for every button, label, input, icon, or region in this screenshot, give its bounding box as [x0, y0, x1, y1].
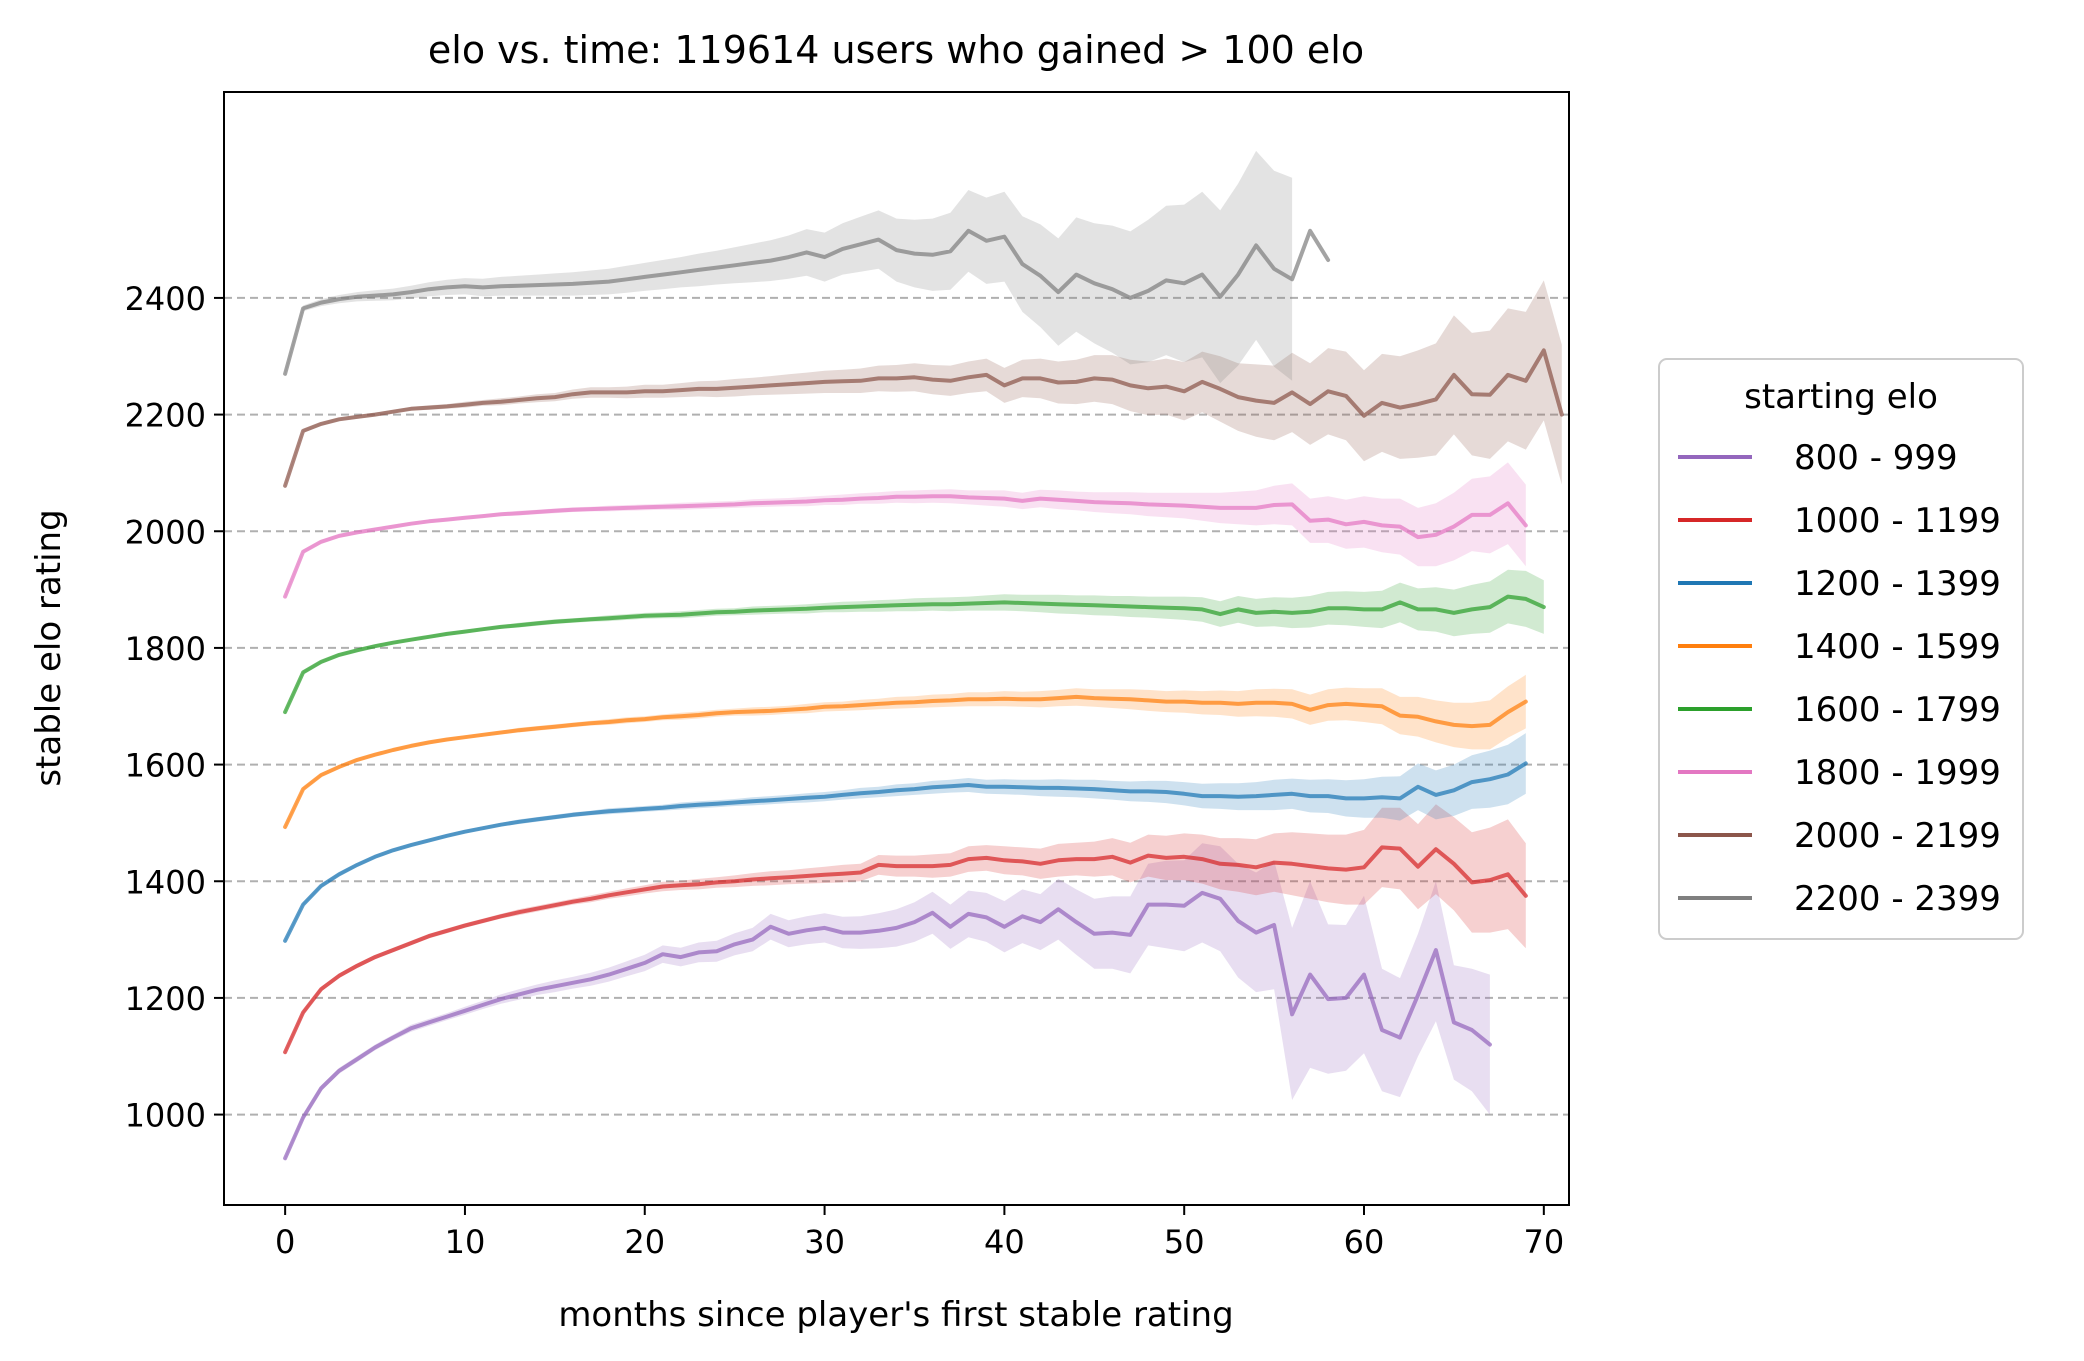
x-tick-label-60: 60 [1344, 1223, 1385, 1261]
legend-label-2200-2399: 2200 - 2399 [1794, 879, 2001, 919]
legend-item-1800-1999: 1800 - 1999 [1678, 753, 2001, 793]
y-tick-label-2000: 2000 [125, 513, 206, 551]
legend-label-1400-1599: 1400 - 1599 [1794, 627, 2001, 667]
legend-item-2000-2199: 2000 - 2199 [1678, 816, 2001, 856]
legend-label-1800-1999: 1800 - 1999 [1794, 753, 2001, 793]
series-lines [283, 228, 1564, 1161]
y-tick-label-2400: 2400 [125, 280, 206, 318]
confidence-bands [285, 150, 1562, 1161]
band-1600-1799 [285, 569, 1544, 714]
x-tick-label-40: 40 [984, 1223, 1025, 1261]
legend-label-2000-2199: 2000 - 2199 [1794, 816, 2001, 856]
band-1400-1599 [285, 674, 1526, 829]
x-tick-label-70: 70 [1523, 1223, 1564, 1261]
x-axis-label: months since player's first stable ratin… [558, 1295, 1233, 1335]
legend-items: 800 - 999 1000 - 1199 1200 - 1399 1400 - 15… [1678, 438, 2001, 919]
band-2200-2399 [285, 150, 1293, 384]
y-tick-label-1200: 1200 [125, 980, 206, 1018]
legend-title: starting elo [1744, 377, 1938, 417]
legend-item-1000-1199: 1000 - 1199 [1678, 501, 2001, 541]
x-axis-ticks: 0 10 20 30 40 50 60 70 [275, 1205, 1564, 1261]
legend-item-1200-1399: 1200 - 1399 [1678, 564, 2001, 604]
x-tick-label-10: 10 [445, 1223, 486, 1261]
y-tick-label-1600: 1600 [125, 747, 206, 785]
series-line-1800-1999 [283, 494, 1528, 599]
band-1200-1399 [285, 733, 1526, 943]
x-tick-label-30: 30 [804, 1223, 845, 1261]
legend-label-1200-1399: 1200 - 1399 [1794, 564, 2001, 604]
legend-item-1400-1599: 1400 - 1599 [1678, 627, 2001, 667]
chart-title: elo vs. time: 119614 users who gained > … [428, 28, 1364, 72]
legend-frame [1658, 358, 2024, 940]
series-line-800-999 [283, 890, 1492, 1161]
y-tick-label-1800: 1800 [125, 630, 206, 668]
y-tick-label-1400: 1400 [125, 863, 206, 901]
band-1800-1999 [285, 462, 1526, 599]
legend-label-1600-1799: 1600 - 1799 [1794, 690, 2001, 730]
x-tick-label-0: 0 [275, 1223, 295, 1261]
legend-item-1600-1799: 1600 - 1799 [1678, 690, 2001, 730]
y-tick-label-2200: 2200 [125, 397, 206, 435]
series-line-1200-1399 [283, 761, 1528, 943]
y-tick-label-1000: 1000 [125, 1097, 206, 1135]
y-axis-ticks: 1000 1200 1400 1600 1800 2000 2200 2400 [125, 280, 224, 1135]
legend-item-800-999: 800 - 999 [1678, 438, 1958, 478]
legend-label-1000-1199: 1000 - 1199 [1794, 501, 2001, 541]
y-axis-label: stable elo rating [29, 509, 69, 786]
legend-item-2200-2399: 2200 - 2399 [1678, 879, 2001, 919]
band-2000-2199 [285, 280, 1562, 488]
legend: starting elo 800 - 999 1000 - 1199 1200 - … [1658, 358, 2024, 940]
band-1000-1199 [285, 804, 1526, 1054]
series-line-1600-1799 [283, 594, 1546, 715]
band-800-999 [285, 843, 1490, 1161]
series-line-1400-1599 [283, 694, 1528, 829]
series-line-2000-2199 [283, 348, 1564, 488]
series-line-2200-2399 [283, 228, 1331, 376]
legend-label-800-999: 800 - 999 [1794, 438, 1958, 478]
series-line-1000-1199 [283, 845, 1528, 1055]
x-tick-label-50: 50 [1164, 1223, 1205, 1261]
x-tick-label-20: 20 [624, 1223, 665, 1261]
